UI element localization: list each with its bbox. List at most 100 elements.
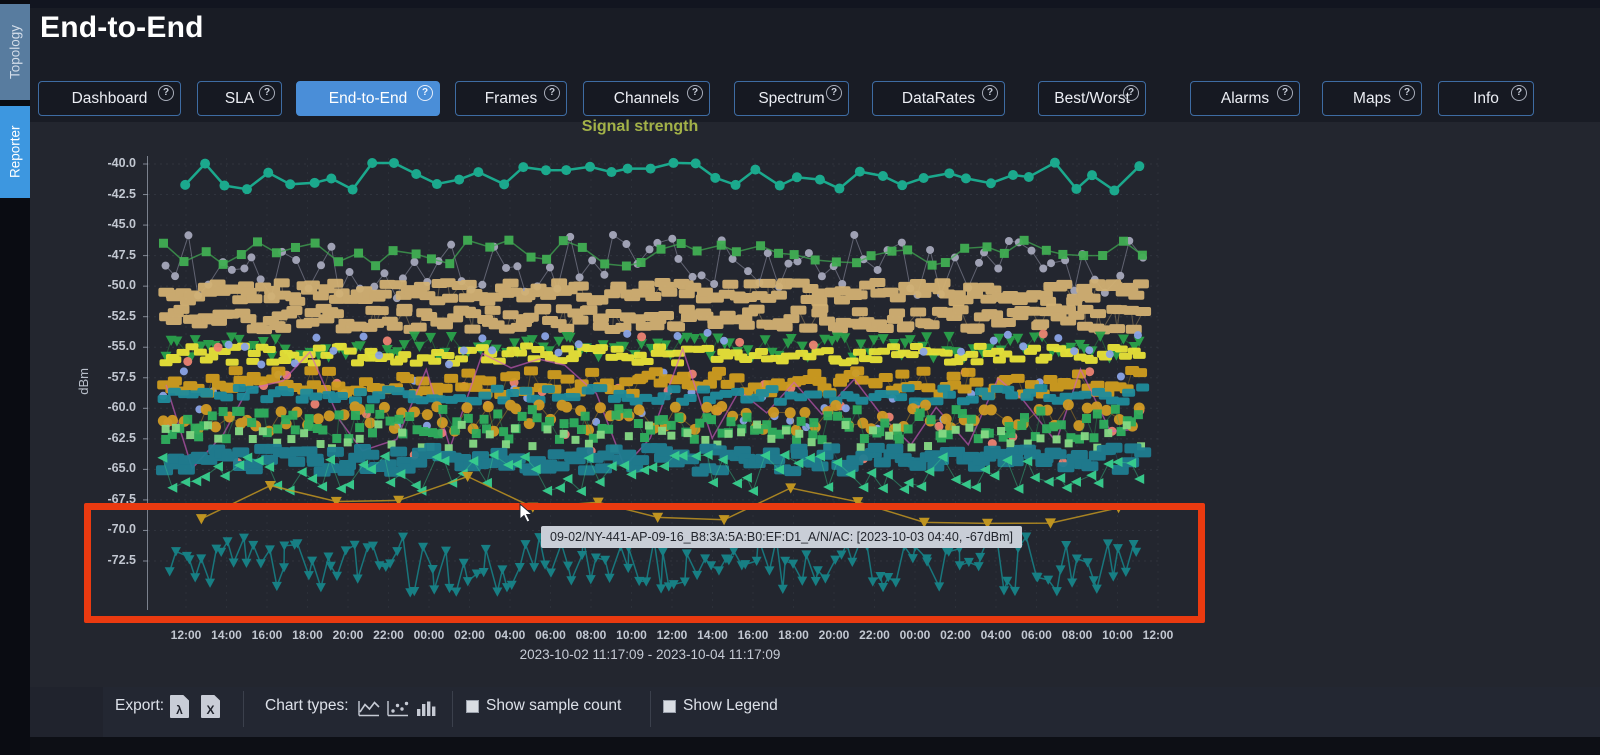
y-tick-label: -40.0 [107,156,137,170]
y-tick-label: -62.5 [107,430,137,445]
help-icon[interactable]: ? [687,85,703,101]
y-tick-label: -60.0 [107,400,137,415]
page-title: End-to-End [40,11,204,44]
bar-chart-icon[interactable] [414,700,438,717]
top-strip [0,0,1600,8]
line-chart-icon[interactable] [357,700,381,717]
tab-label: Maps [1353,89,1391,107]
help-icon[interactable]: ? [158,85,174,101]
x-tick-label: 22:00 [373,628,404,642]
chart-title: Signal strength [581,118,699,135]
help-icon[interactable]: ? [544,85,560,101]
tab-end-to-end[interactable]: End-to-End? [296,81,440,116]
help-icon[interactable]: ? [1123,85,1139,101]
y-tick-label: -55.0 [107,339,137,354]
tab-datarates[interactable]: DataRates? [872,81,1005,116]
y-tick-label: -70.0 [107,522,137,537]
chart-series [158,235,1147,271]
y-tick-label: -45.0 [107,217,137,232]
tab-label: Frames [484,89,538,107]
checkbox-show-sample-count[interactable] [466,700,479,713]
help-icon[interactable]: ? [982,85,998,101]
tab-info[interactable]: Info? [1438,81,1534,116]
x-tick-label: 00:00 [413,628,445,642]
signal-chart-svg[interactable] [143,148,1163,622]
bottom-toolbar: Export: λ X Chart types: Show sample cou… [103,687,1600,737]
chart-area [30,122,1600,687]
tab-spectrum[interactable]: Spectrum? [734,81,849,116]
chart-types-label: Chart types: [265,697,349,714]
x-tick-label: 04:00 [494,628,526,642]
toolbar-divider [243,691,244,727]
chart-series [164,532,1142,598]
chart-series [156,442,1152,477]
tab-sla[interactable]: SLA? [197,81,282,116]
x-tick-label: 02:00 [454,628,485,642]
checkbox-show-legend[interactable] [663,700,676,713]
tab-alarms[interactable]: Alarms? [1190,81,1300,116]
x-axis-range-label: 2023-10-02 11:17:09 - 2023-10-04 11:17:0… [519,647,781,662]
tab-best-worst[interactable]: Best/Worst? [1038,81,1146,116]
x-tick-label: 22:00 [859,628,890,642]
tab-frames[interactable]: Frames? [455,81,567,116]
help-icon[interactable]: ? [259,85,275,101]
y-tick-label: -50.0 [107,278,137,293]
x-tick-label: 18:00 [778,628,809,642]
y-tick-label: -57.5 [107,369,137,384]
x-tick-label: 00:00 [899,628,931,642]
tab-label: DataRates [901,89,976,107]
x-tick-label: 08:00 [1061,628,1093,642]
tab-label: Channels [613,89,680,107]
tab-label: Best/Worst [1054,89,1130,107]
sidebar-tab-topology[interactable]: Topology [0,4,30,100]
help-icon[interactable]: ? [417,85,433,101]
y-tick-label: -72.5 [107,553,137,568]
help-icon[interactable]: ? [1511,85,1527,101]
sidebar-tab-reporter[interactable]: Reporter [0,106,30,198]
x-tick-label: 14:00 [697,628,728,642]
tab-label: Alarms [1220,89,1270,107]
x-tick-label: 20:00 [332,628,364,642]
y-tick-label: -67.5 [107,491,137,506]
excel-export-icon[interactable]: X [201,695,220,718]
x-tick-label: 12:00 [170,628,202,642]
scatter-chart-icon[interactable] [386,700,410,717]
y-tick-label: -65.0 [107,461,137,476]
y-tick-label: -52.5 [107,308,137,323]
show-sample-count-label[interactable]: Show sample count [486,697,622,714]
x-tick-label: 10:00 [1102,628,1133,642]
tab-label: Spectrum [758,89,825,107]
help-icon[interactable]: ? [1399,85,1415,101]
x-tick-label: 14:00 [211,628,242,642]
x-tick-label: 06:00 [535,628,566,642]
x-tick-label: 06:00 [1021,628,1052,642]
help-icon[interactable]: ? [826,85,842,101]
mouse-cursor [519,503,534,523]
x-tick-label: 12:00 [1142,628,1174,642]
toolbar-divider [650,691,651,727]
tab-channels[interactable]: Channels? [583,81,710,116]
help-icon[interactable]: ? [1277,85,1293,101]
tab-label: End-to-End [328,89,408,107]
x-tick-label: 20:00 [818,628,850,642]
tab-label: SLA [224,89,255,107]
x-tick-label: 12:00 [656,628,688,642]
pdf-export-icon[interactable]: λ [170,695,189,718]
tab-maps[interactable]: Maps? [1322,81,1422,116]
x-tick-label: 18:00 [292,628,323,642]
y-tick-label: -42.5 [107,186,137,201]
tab-label: Info [1473,89,1499,107]
chart-tooltip: 09-02/NY-441-AP-09-16_B8:3A:5A:B0:EF:D1_… [541,526,1023,548]
chart-series [158,278,1149,307]
show-legend-label[interactable]: Show Legend [683,697,778,714]
tab-dashboard[interactable]: Dashboard? [38,81,181,116]
chart-series [180,157,1145,196]
x-tick-label: 10:00 [616,628,647,642]
export-label: Export: [115,697,165,714]
x-tick-label: 08:00 [575,628,607,642]
bottom-strip [0,737,1600,755]
x-tick-label: 16:00 [737,628,769,642]
chart-series [161,404,1143,445]
toolbar-divider [452,691,453,727]
